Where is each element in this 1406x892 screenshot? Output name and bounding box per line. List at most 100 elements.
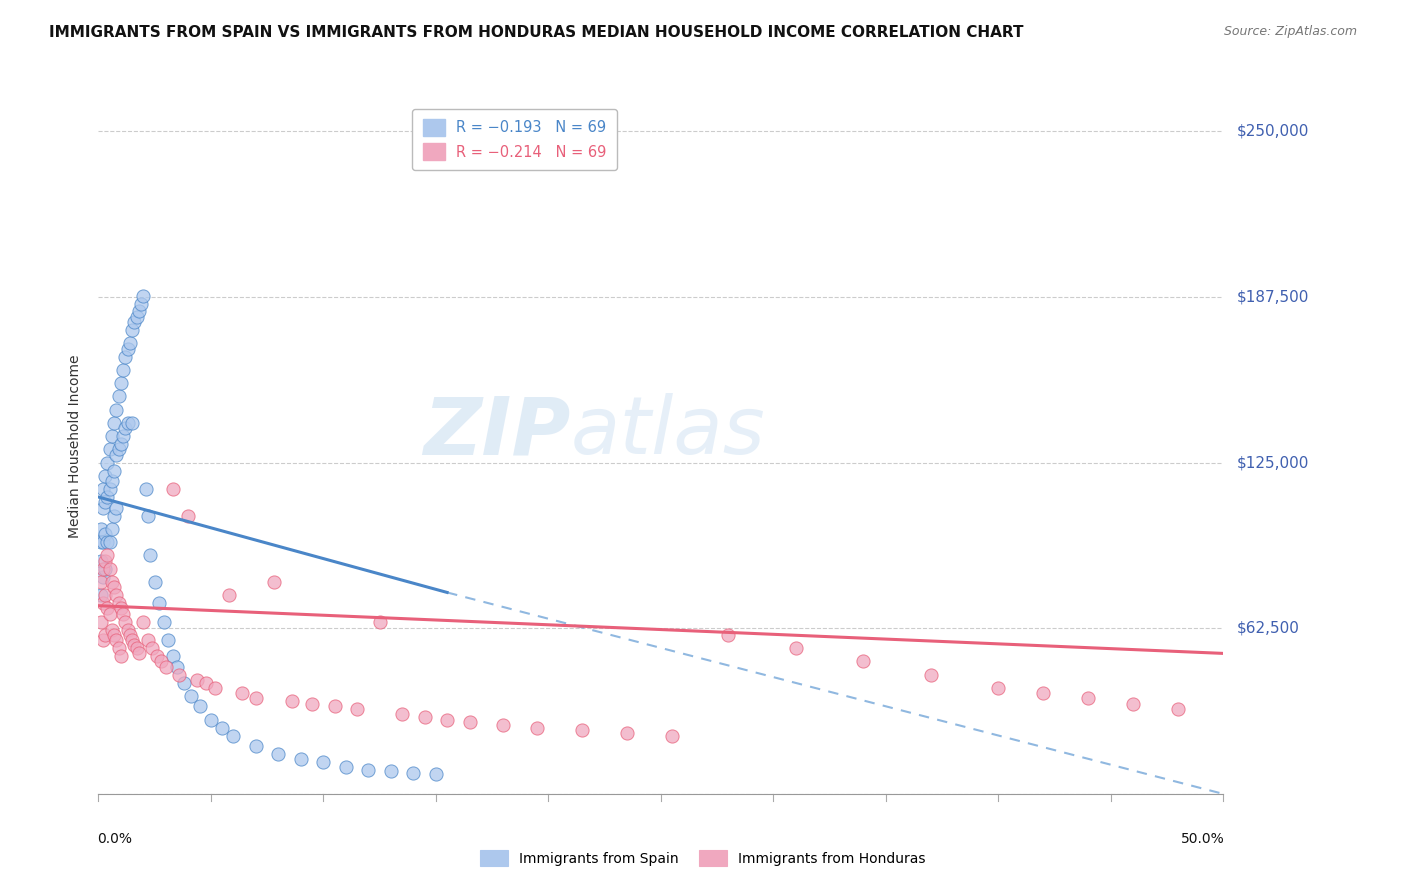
Point <box>107 641 129 656</box>
Text: $250,000: $250,000 <box>1237 124 1309 139</box>
Point <box>162 482 184 496</box>
Point <box>166 659 188 673</box>
Point <box>90 588 112 602</box>
Point <box>118 628 141 642</box>
Point <box>101 522 124 536</box>
Point <box>112 363 135 377</box>
Point <box>110 437 132 451</box>
Point <box>91 596 114 610</box>
Point <box>143 574 166 589</box>
Point <box>105 402 128 417</box>
Point <box>128 304 150 318</box>
Point <box>103 580 125 594</box>
Point <box>96 535 118 549</box>
Point <box>98 535 121 549</box>
Point <box>96 456 118 470</box>
Point <box>94 554 117 568</box>
Point <box>105 633 128 648</box>
Point <box>94 495 117 509</box>
Point <box>136 633 159 648</box>
Text: $187,500: $187,500 <box>1237 289 1309 304</box>
Legend: R = −0.193   N = 69, R = −0.214   N = 69: R = −0.193 N = 69, R = −0.214 N = 69 <box>412 109 617 170</box>
Point <box>114 615 136 629</box>
Point <box>162 648 184 663</box>
Point <box>380 764 402 779</box>
Point <box>91 569 114 583</box>
Point <box>173 675 195 690</box>
Point <box>125 310 148 324</box>
Point <box>436 713 458 727</box>
Text: $62,500: $62,500 <box>1237 621 1301 636</box>
Point <box>141 641 163 656</box>
Point <box>195 675 218 690</box>
Point <box>231 686 253 700</box>
Point <box>413 710 436 724</box>
Point <box>492 718 515 732</box>
Point <box>110 601 132 615</box>
Text: Source: ZipAtlas.com: Source: ZipAtlas.com <box>1223 25 1357 38</box>
Point <box>107 596 129 610</box>
Point <box>136 508 159 523</box>
Point <box>616 726 638 740</box>
Point <box>852 654 875 668</box>
Point <box>101 429 124 443</box>
Point <box>155 659 177 673</box>
Point <box>98 561 121 575</box>
Point <box>105 588 128 602</box>
Point <box>132 288 155 302</box>
Point <box>107 442 129 457</box>
Point <box>105 500 128 515</box>
Point <box>124 639 146 653</box>
Point <box>200 713 222 727</box>
Point <box>290 752 312 766</box>
Point <box>335 760 357 774</box>
Point <box>526 721 548 735</box>
Point <box>222 729 245 743</box>
Point <box>94 527 117 541</box>
Point <box>101 574 124 589</box>
Text: 50.0%: 50.0% <box>1181 832 1225 847</box>
Point <box>148 596 170 610</box>
Point <box>94 468 117 483</box>
Point <box>263 574 285 589</box>
Point <box>101 623 124 637</box>
Point <box>96 549 118 563</box>
Point <box>211 721 233 735</box>
Point <box>101 474 124 488</box>
Point <box>117 342 139 356</box>
Point <box>368 615 391 629</box>
Point <box>91 535 114 549</box>
Point <box>180 689 202 703</box>
Point <box>1077 691 1099 706</box>
Point <box>96 490 118 504</box>
Point <box>425 767 447 781</box>
Point <box>458 715 481 730</box>
Point <box>91 633 114 648</box>
Point <box>103 463 125 477</box>
Point <box>169 667 191 681</box>
Point <box>91 482 114 496</box>
Point <box>312 755 335 769</box>
Point <box>98 482 121 496</box>
Point <box>188 699 211 714</box>
Point <box>132 615 155 629</box>
Text: ZIP: ZIP <box>423 393 571 471</box>
Point <box>785 641 807 656</box>
Point <box>94 561 117 575</box>
Point <box>91 561 114 575</box>
Text: IMMIGRANTS FROM SPAIN VS IMMIGRANTS FROM HONDURAS MEDIAN HOUSEHOLD INCOME CORREL: IMMIGRANTS FROM SPAIN VS IMMIGRANTS FROM… <box>49 25 1024 40</box>
Point <box>186 673 208 687</box>
Point <box>346 702 368 716</box>
Point <box>129 296 152 310</box>
Point <box>267 747 290 761</box>
Point <box>152 615 174 629</box>
Point <box>146 648 169 663</box>
Point <box>661 729 683 743</box>
Point <box>357 763 380 777</box>
Text: $125,000: $125,000 <box>1237 455 1309 470</box>
Point <box>124 315 146 329</box>
Point <box>114 421 136 435</box>
Point <box>121 323 143 337</box>
Point <box>571 723 593 738</box>
Point <box>91 500 114 515</box>
